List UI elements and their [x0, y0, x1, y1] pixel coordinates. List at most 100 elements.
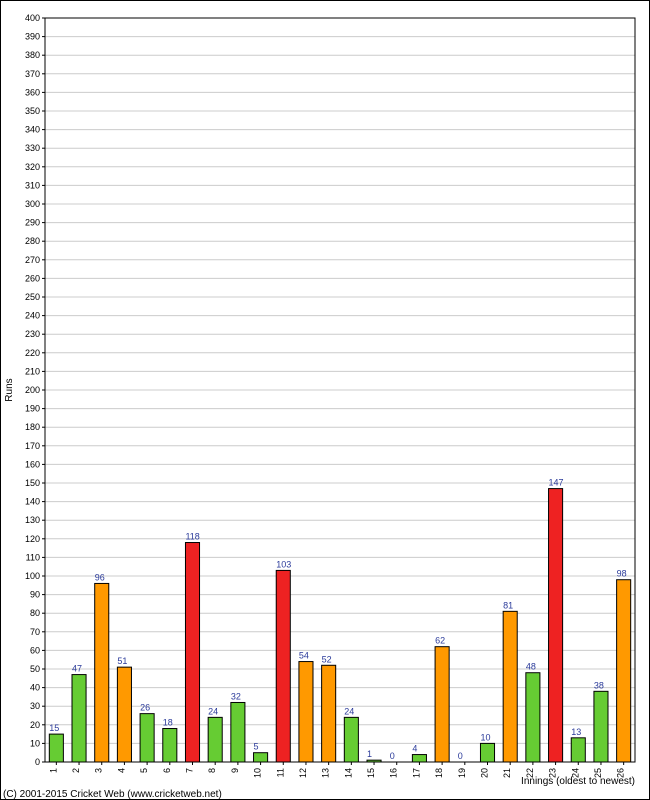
- y-tick-label: 330: [25, 143, 40, 153]
- y-tick-label: 160: [25, 459, 40, 469]
- y-tick-label: 240: [25, 311, 40, 321]
- bar-value-label: 1: [367, 749, 372, 759]
- y-tick-label: 230: [25, 329, 40, 339]
- x-tick-label: 1: [48, 768, 58, 773]
- runs-bar-chart: 0102030405060708090100110120130140150160…: [0, 0, 650, 800]
- bar-value-label: 18: [163, 718, 173, 728]
- y-tick-label: 260: [25, 273, 40, 283]
- x-tick-label: 12: [298, 768, 308, 778]
- x-tick-label: 10: [253, 768, 263, 778]
- bar: [72, 675, 86, 762]
- bar: [526, 673, 540, 762]
- y-tick-label: 320: [25, 162, 40, 172]
- x-tick-label: 9: [230, 768, 240, 773]
- y-tick-label: 340: [25, 125, 40, 135]
- bar-value-label: 103: [276, 559, 291, 569]
- y-tick-label: 270: [25, 255, 40, 265]
- bar: [480, 743, 494, 762]
- bar: [140, 714, 154, 762]
- bar-value-label: 4: [412, 744, 417, 754]
- x-tick-label: 19: [457, 768, 467, 778]
- x-tick-label: 16: [389, 768, 399, 778]
- y-tick-label: 370: [25, 69, 40, 79]
- y-axis-label: Runs: [4, 378, 15, 401]
- bar: [503, 611, 517, 762]
- bar-value-label: 47: [72, 664, 82, 674]
- bar-value-label: 147: [549, 478, 564, 488]
- y-tick-label: 220: [25, 348, 40, 358]
- x-tick-label: 4: [116, 768, 126, 773]
- y-tick-label: 380: [25, 50, 40, 60]
- x-tick-label: 11: [275, 768, 285, 777]
- y-tick-label: 180: [25, 422, 40, 432]
- x-tick-label: 17: [411, 768, 421, 778]
- bar-value-label: 118: [185, 532, 199, 542]
- bar: [254, 753, 268, 762]
- bar: [435, 647, 449, 762]
- x-tick-label: 2: [71, 768, 81, 773]
- bar-value-label: 24: [344, 706, 354, 716]
- y-tick-label: 360: [25, 87, 40, 97]
- bar-value-label: 5: [254, 742, 259, 752]
- bar-value-label: 38: [594, 680, 604, 690]
- y-tick-label: 70: [30, 627, 40, 637]
- bar-value-label: 81: [503, 600, 513, 610]
- y-tick-label: 250: [25, 292, 40, 302]
- x-tick-label: 5: [139, 768, 149, 773]
- y-tick-label: 40: [30, 683, 40, 693]
- x-tick-label: 7: [185, 768, 195, 773]
- bar-value-label: 48: [526, 662, 536, 672]
- bar-value-label: 62: [435, 636, 445, 646]
- y-tick-label: 210: [25, 366, 40, 376]
- y-tick-label: 120: [25, 534, 40, 544]
- bar-value-label: 0: [458, 751, 463, 761]
- y-tick-label: 280: [25, 236, 40, 246]
- y-tick-label: 300: [25, 199, 40, 209]
- bar-value-label: 52: [322, 654, 332, 664]
- x-tick-label: 8: [207, 768, 217, 773]
- bar-value-label: 15: [49, 723, 59, 733]
- y-tick-label: 400: [25, 13, 40, 23]
- y-tick-label: 170: [25, 441, 40, 451]
- bar: [49, 734, 63, 762]
- x-tick-label: 3: [94, 768, 104, 773]
- bar: [276, 570, 290, 762]
- bar: [344, 717, 358, 762]
- bar: [95, 583, 109, 762]
- footer-copyright: (C) 2001-2015 Cricket Web (www.cricketwe…: [3, 789, 222, 800]
- bar-value-label: 54: [299, 651, 309, 661]
- x-tick-label: 18: [434, 768, 444, 778]
- y-tick-label: 50: [30, 664, 40, 674]
- x-tick-label: 21: [502, 768, 512, 778]
- x-tick-label: 6: [162, 768, 172, 773]
- y-tick-label: 30: [30, 701, 40, 711]
- y-tick-label: 150: [25, 478, 40, 488]
- y-tick-label: 80: [30, 608, 40, 618]
- x-tick-label: 14: [343, 768, 353, 778]
- y-tick-label: 20: [30, 720, 40, 730]
- bar-value-label: 96: [95, 572, 105, 582]
- y-tick-label: 90: [30, 590, 40, 600]
- bar: [163, 729, 177, 762]
- y-tick-label: 350: [25, 106, 40, 116]
- y-tick-label: 390: [25, 32, 40, 42]
- bar: [299, 662, 313, 762]
- y-tick-label: 200: [25, 385, 40, 395]
- x-tick-label: 15: [366, 768, 376, 778]
- bar: [412, 755, 426, 762]
- x-tick-label: 13: [321, 768, 331, 778]
- x-axis-label: Innings (oldest to newest): [521, 776, 635, 787]
- x-tick-label: 20: [480, 768, 490, 778]
- bar: [231, 702, 245, 762]
- bar-value-label: 24: [208, 706, 218, 716]
- bar: [185, 543, 199, 762]
- bar: [571, 738, 585, 762]
- y-tick-label: 290: [25, 218, 40, 228]
- y-tick-label: 60: [30, 645, 40, 655]
- bar: [208, 717, 222, 762]
- bar: [549, 489, 563, 762]
- y-tick-label: 190: [25, 404, 40, 414]
- y-tick-label: 130: [25, 515, 40, 525]
- bar-value-label: 0: [390, 751, 395, 761]
- bar-value-label: 10: [480, 732, 490, 742]
